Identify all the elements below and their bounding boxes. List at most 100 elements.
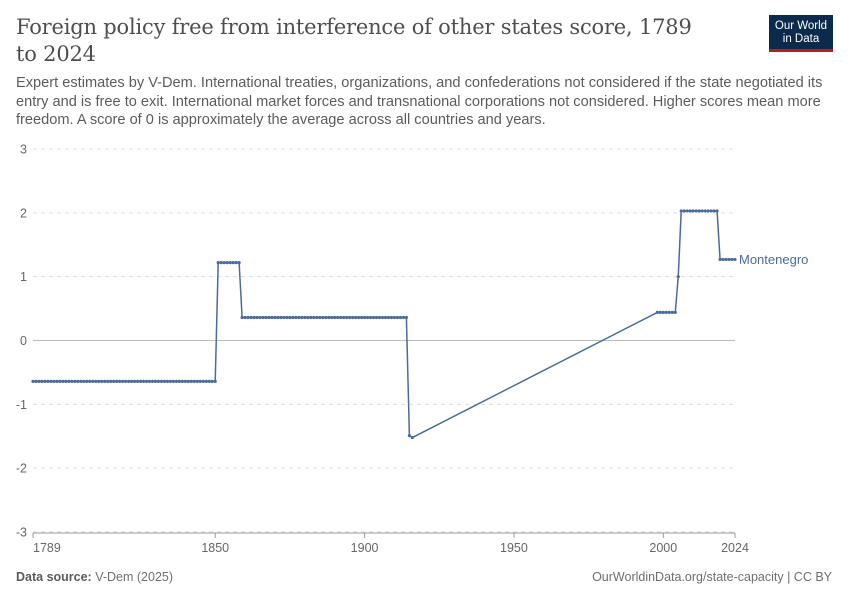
data-point [144, 379, 149, 383]
data-point [246, 315, 250, 320]
data-point [700, 209, 704, 213]
data-point [670, 310, 674, 315]
data-point [153, 379, 158, 383]
data-point [159, 379, 164, 383]
data-point [679, 209, 683, 213]
y-tick-label: -2 [16, 462, 27, 476]
data-point [360, 315, 364, 320]
data-point [150, 379, 155, 383]
data-point [392, 315, 397, 320]
data-point [249, 315, 253, 320]
data-point [204, 379, 208, 383]
data-point [383, 315, 388, 320]
data-point [377, 315, 382, 320]
data-point [156, 379, 161, 383]
data-point [237, 261, 241, 265]
data-point [667, 310, 671, 315]
data-point [135, 379, 140, 383]
data-point [351, 315, 355, 320]
data-point [129, 379, 134, 383]
data-point [336, 315, 340, 320]
data-point [398, 315, 403, 320]
data-point [55, 379, 59, 383]
x-tick-label: 1950 [500, 541, 528, 555]
series-line-montenegro [33, 210, 735, 439]
data-point [703, 209, 707, 213]
data-point [294, 315, 298, 320]
data-point [371, 315, 376, 320]
data-point [273, 315, 277, 320]
data-point [243, 315, 247, 320]
data-point [40, 379, 44, 383]
data-point [132, 379, 137, 383]
source-link[interactable]: OurWorldinData.org/state-capacity | CC B… [592, 570, 832, 584]
x-tick-label: 1789 [33, 541, 61, 555]
data-point [76, 379, 80, 383]
data-point [183, 379, 187, 383]
data-point [348, 315, 352, 320]
data-source: Data source: V-Dem (2025) [16, 570, 173, 584]
data-point [174, 379, 178, 383]
data-point [297, 315, 301, 320]
y-tick-label: 2 [20, 206, 27, 220]
data-point [79, 379, 83, 383]
data-point [258, 315, 262, 320]
data-point [333, 315, 337, 320]
data-point [88, 379, 92, 383]
data-point [312, 315, 316, 320]
chart-title: Foreign policy free from interference of… [16, 15, 692, 66]
data-point [339, 315, 343, 320]
data-point [168, 379, 173, 383]
data-point [94, 379, 98, 383]
data-point [288, 315, 292, 320]
data-point [201, 379, 205, 383]
data-point [165, 379, 170, 383]
data-point [309, 315, 313, 320]
data-point [395, 315, 400, 320]
data-point [285, 315, 289, 320]
data-point [97, 379, 101, 383]
data-point [410, 435, 414, 440]
data-point [82, 379, 86, 383]
data-point [389, 315, 394, 320]
data-point [306, 315, 310, 320]
data-point [222, 261, 226, 265]
data-point [330, 315, 334, 320]
series-layer: Montenegro [31, 209, 808, 440]
data-point [324, 315, 328, 320]
data-point [58, 379, 62, 383]
series-label-montenegro: Montenegro [739, 252, 808, 267]
data-source-label: Data source: [16, 570, 92, 584]
data-point [91, 379, 95, 383]
data-point [733, 257, 737, 262]
data-point [291, 315, 295, 320]
data-point [171, 379, 175, 383]
data-point [210, 379, 214, 383]
data-point [31, 379, 35, 383]
data-point [276, 315, 280, 320]
y-tick-label: -3 [16, 526, 27, 540]
data-point [264, 315, 268, 320]
data-point [85, 379, 89, 383]
data-point [730, 257, 734, 262]
data-point [198, 379, 202, 383]
axis-layer: 3 2 1 0 -1 -2 -3 1789 1850 1900 1950 2000 2024 [16, 143, 749, 556]
data-point [234, 261, 238, 265]
data-point [255, 315, 259, 320]
data-point [189, 379, 193, 383]
data-point [106, 379, 110, 383]
data-point [357, 315, 361, 320]
data-point [724, 257, 728, 262]
data-point [195, 379, 199, 383]
data-point [407, 434, 411, 438]
data-point [673, 310, 677, 315]
x-tick-label: 1900 [351, 541, 379, 555]
data-point [365, 315, 370, 320]
data-point [718, 257, 722, 262]
data-point [655, 310, 659, 315]
data-point [342, 315, 346, 320]
data-point [109, 379, 113, 383]
owid-logo[interactable]: Our World in Data [769, 15, 833, 52]
x-tick-label: 1850 [201, 541, 229, 555]
data-point [386, 315, 391, 320]
